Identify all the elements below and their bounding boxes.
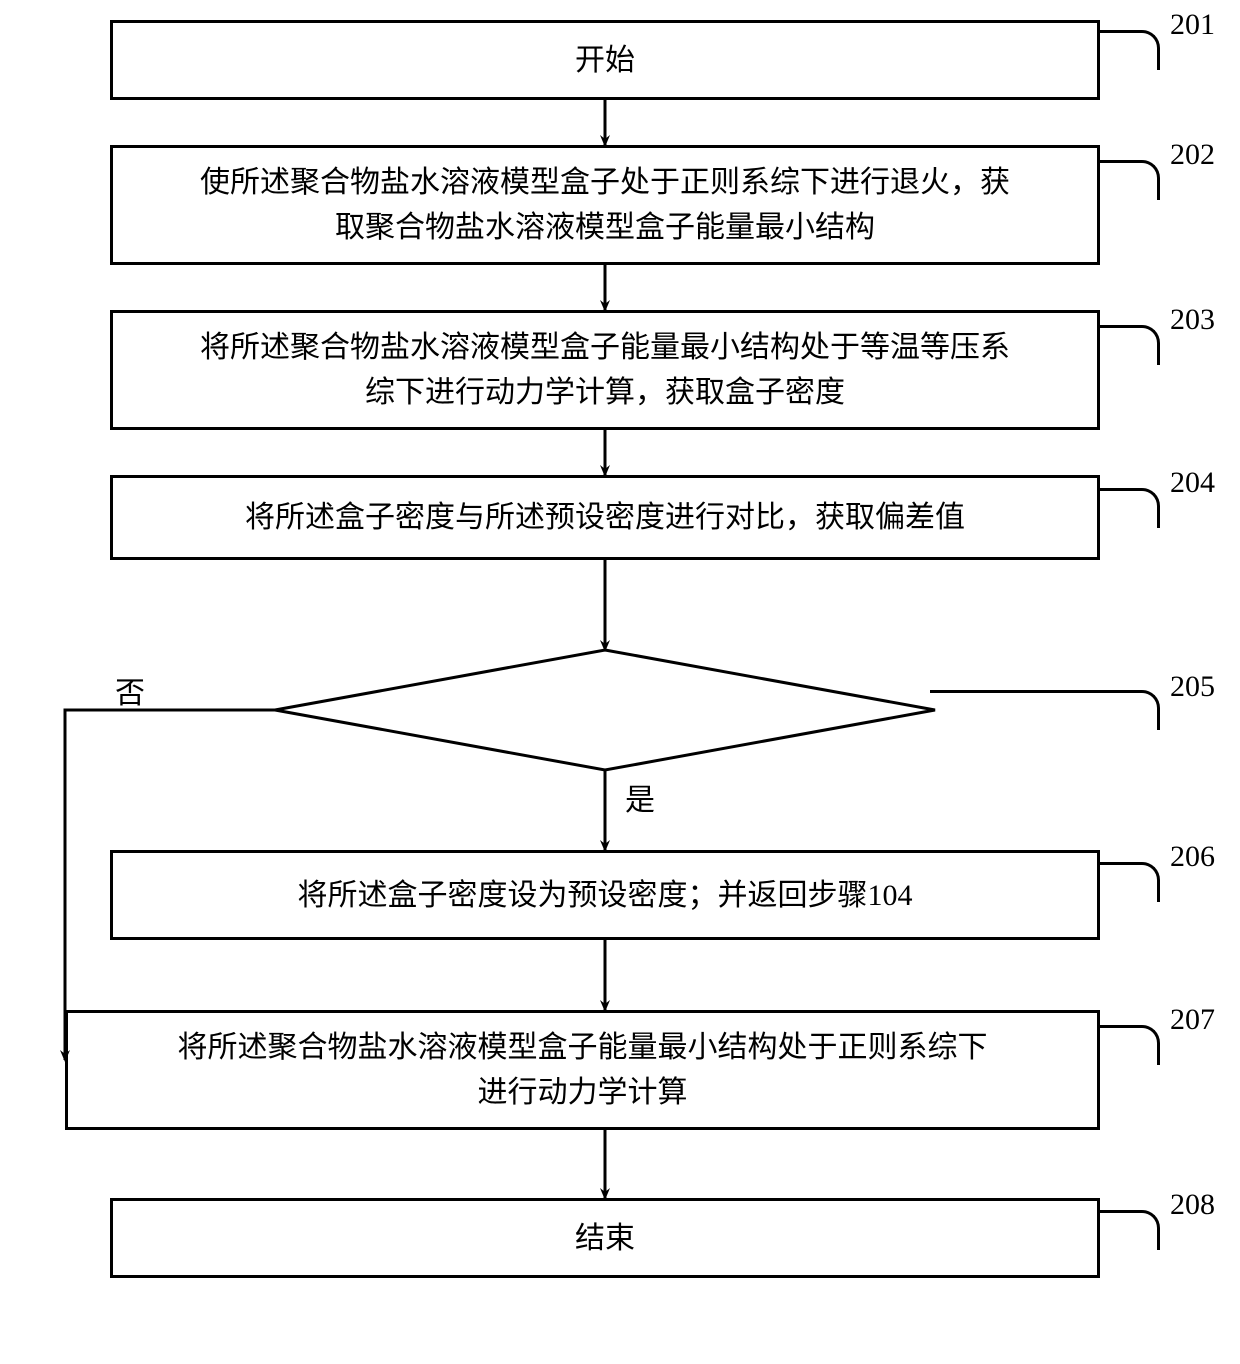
- step-206-leader: [1100, 862, 1160, 902]
- step-207-label: 207: [1170, 1003, 1215, 1037]
- step-203-line2: 综下进行动力学计算，获取盒子密度: [365, 376, 845, 409]
- step-206-label: 206: [1170, 840, 1215, 874]
- step-208-box: 结束: [110, 1198, 1100, 1278]
- step-205-label: 205: [1170, 670, 1215, 704]
- step-207-text: 将所述聚合物盐水溶液模型盒子能量最小结构处于正则系综下 进行动力学计算: [178, 1025, 988, 1115]
- step-207-line1: 将所述聚合物盐水溶液模型盒子能量最小结构处于正则系综下: [178, 1031, 988, 1064]
- step-207-line2: 进行动力学计算: [478, 1076, 688, 1109]
- yes-label: 是: [625, 775, 655, 819]
- step-201-box: 开始: [110, 20, 1100, 100]
- step-202-line2: 取聚合物盐水溶液模型盒子能量最小结构: [335, 211, 875, 244]
- step-202-leader: [1100, 160, 1160, 200]
- step-203-label: 203: [1170, 303, 1215, 337]
- step-202-line1: 使所述聚合物盐水溶液模型盒子处于正则系综下进行退火，获: [200, 166, 1010, 199]
- step-203-text: 将所述聚合物盐水溶液模型盒子能量最小结构处于等温等压系 综下进行动力学计算，获取…: [200, 325, 1010, 415]
- step-202-label: 202: [1170, 138, 1215, 172]
- step-206-text: 将所述盒子密度设为预设密度；并返回步骤104: [298, 873, 913, 918]
- step-205-text: 判断所述偏差值是否大于预设阈值: [305, 693, 905, 737]
- step-202-box: 使所述聚合物盐水溶液模型盒子处于正则系综下进行退火，获 取聚合物盐水溶液模型盒子…: [110, 145, 1100, 265]
- step-201-label: 201: [1170, 8, 1215, 42]
- step-201-text: 开始: [575, 38, 635, 83]
- step-207-leader: [1100, 1025, 1160, 1065]
- step-208-label: 208: [1170, 1188, 1215, 1222]
- step-203-box: 将所述聚合物盐水溶液模型盒子能量最小结构处于等温等压系 综下进行动力学计算，获取…: [110, 310, 1100, 430]
- step-205-leader: [930, 690, 1160, 730]
- step-204-leader: [1100, 488, 1160, 528]
- step-208-leader: [1100, 1210, 1160, 1250]
- step-203-leader: [1100, 325, 1160, 365]
- no-label: 否: [115, 668, 145, 712]
- step-203-line1: 将所述聚合物盐水溶液模型盒子能量最小结构处于等温等压系: [200, 331, 1010, 364]
- step-207-box: 将所述聚合物盐水溶液模型盒子能量最小结构处于正则系综下 进行动力学计算: [65, 1010, 1100, 1130]
- step-208-text: 结束: [575, 1216, 635, 1261]
- step-201-leader: [1100, 30, 1160, 70]
- step-204-text: 将所述盒子密度与所述预设密度进行对比，获取偏差值: [245, 495, 965, 540]
- step-204-label: 204: [1170, 466, 1215, 500]
- step-206-box: 将所述盒子密度设为预设密度；并返回步骤104: [110, 850, 1100, 940]
- step-204-box: 将所述盒子密度与所述预设密度进行对比，获取偏差值: [110, 475, 1100, 560]
- step-202-text: 使所述聚合物盐水溶液模型盒子处于正则系综下进行退火，获 取聚合物盐水溶液模型盒子…: [200, 160, 1010, 250]
